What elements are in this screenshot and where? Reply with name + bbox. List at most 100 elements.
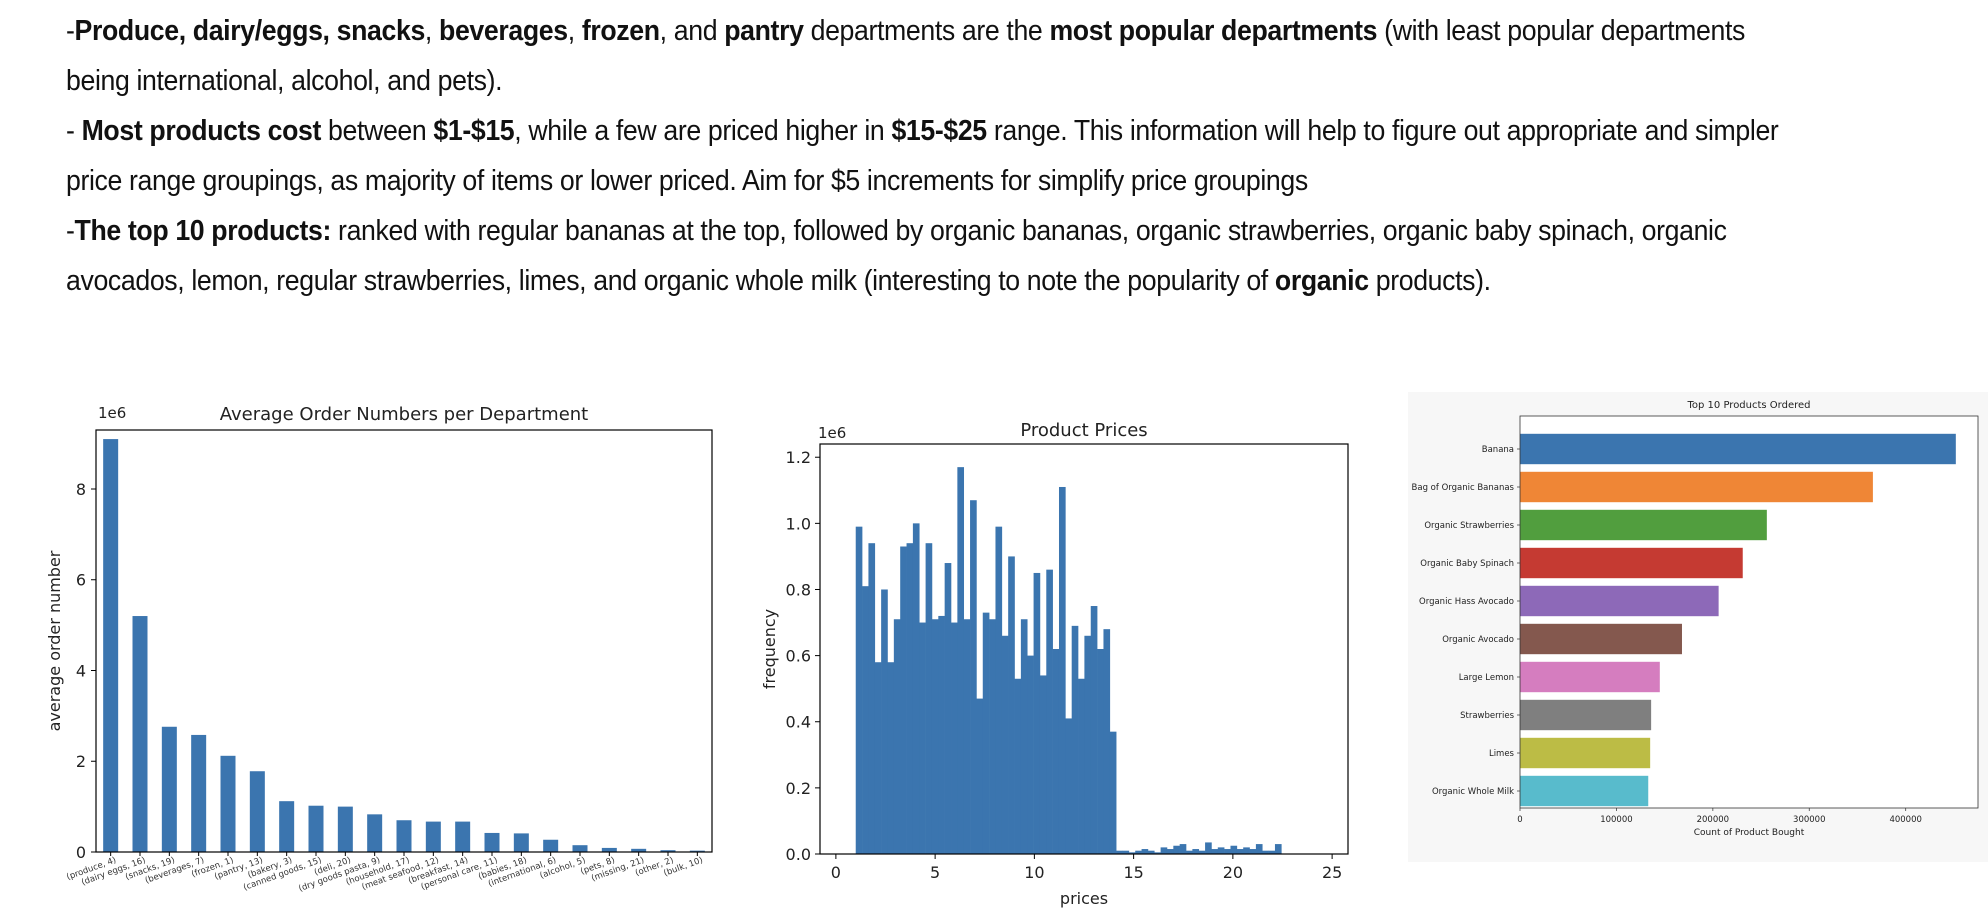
bar [220, 755, 236, 852]
x-tick-label: 5 [930, 863, 940, 882]
bar [631, 848, 647, 852]
histogram-bar [1192, 849, 1200, 854]
bar [249, 771, 265, 852]
bar [1520, 699, 1652, 731]
bar [1520, 623, 1682, 655]
histogram-bar [925, 543, 933, 854]
x-tick-label: 400000 [1889, 815, 1921, 825]
bar [455, 821, 471, 852]
histogram-bar [868, 543, 876, 854]
histogram-bar [1078, 678, 1085, 854]
histogram-bar [1084, 635, 1092, 854]
x-tick-label: 300000 [1793, 815, 1825, 825]
histogram-bar [1243, 847, 1250, 854]
histogram-bar [1211, 849, 1219, 854]
notes-text: -Produce, dairy/eggs, snacks, beverages,… [66, 6, 1796, 306]
bar [308, 805, 324, 852]
bar [1520, 585, 1719, 617]
histogram-bar [1249, 849, 1257, 854]
y-tick-label: 0 [76, 843, 86, 862]
histogram-bar [1109, 731, 1117, 854]
histogram-bar [893, 619, 901, 854]
bar [572, 845, 588, 852]
histogram-bar [1217, 847, 1225, 854]
histogram-bar [931, 619, 939, 854]
bar [103, 439, 119, 852]
y-tick-label: 0.4 [786, 713, 811, 732]
y-tick-label: Bag of Organic Bananas [1412, 483, 1515, 493]
histogram-bar [938, 615, 945, 854]
histogram-bar [951, 622, 958, 854]
histogram-bar [1255, 844, 1263, 854]
bar [1520, 737, 1651, 769]
histogram-bar [1008, 556, 1015, 854]
chart-product-prices: 0 5 10 15 20 25 0.0 0.2 0.4 0.6 0.8 1.0 1.2 Product P… [760, 420, 1349, 908]
bar [367, 814, 383, 852]
histogram-bar [1186, 850, 1193, 854]
histogram-bar [1065, 718, 1072, 854]
y-tick-label: Organic Baby Spinach [1420, 559, 1514, 569]
y-tick-label: Banana [1482, 445, 1514, 455]
bar [1520, 547, 1743, 579]
y-tick-label: Organic Whole Milk [1432, 787, 1514, 797]
histogram-bar [1262, 850, 1269, 854]
bar [279, 801, 295, 852]
x-tick-label: 20 [1223, 863, 1243, 882]
chart-title: Average Order Numbers per Department [220, 404, 588, 425]
histogram-bar [1090, 606, 1098, 854]
y-tick-label: Large Lemon [1459, 673, 1514, 683]
note-departments: -Produce, dairy/eggs, snacks, beverages,… [66, 15, 1745, 97]
bar [1520, 775, 1649, 807]
histogram-bar [862, 586, 869, 854]
histogram-bar [919, 622, 926, 854]
bar [601, 847, 617, 852]
bar [1520, 471, 1873, 503]
histogram-bar [1046, 569, 1053, 854]
y-tick-label: 4 [76, 661, 86, 680]
histogram-bar [1103, 629, 1111, 854]
histogram-bar [1224, 849, 1231, 854]
bar [396, 820, 412, 852]
histogram-bar [1097, 649, 1104, 854]
histogram-bar [1020, 619, 1028, 854]
histogram-bar [1027, 655, 1034, 854]
x-tick-label: 15 [1123, 863, 1143, 882]
x-tick-label: 0 [1517, 815, 1522, 825]
note-prices: - Most products cost between $1-$15, whi… [66, 115, 1779, 197]
histogram-bar [1147, 850, 1155, 854]
histogram-bar [1268, 850, 1276, 854]
bar [425, 821, 441, 852]
x-tick-label: 200000 [1697, 815, 1729, 825]
x-axis-label: prices [1060, 889, 1108, 908]
y-tick-label: Organic Hass Avocado [1419, 597, 1514, 607]
histogram-bar [1154, 852, 1161, 854]
histogram-bar [982, 612, 990, 854]
histogram-bar [887, 662, 895, 854]
histogram-bar [995, 526, 1003, 854]
histogram-bar [1236, 849, 1244, 854]
y-tick-label: 6 [76, 571, 86, 590]
histogram-bar [1179, 844, 1187, 854]
histogram-bar [1274, 844, 1282, 854]
bar [132, 616, 148, 852]
histogram-bar [957, 467, 965, 854]
histogram-bar [1001, 635, 1009, 854]
y-tick-label: Organic Strawberries [1424, 521, 1514, 531]
y-axis-label: frequency [760, 609, 779, 689]
histogram-bar [970, 500, 977, 854]
y-tick-label: 2 [76, 752, 86, 771]
plot-frame [95, 429, 713, 853]
histogram-bar [1014, 678, 1022, 854]
bar [337, 806, 353, 852]
x-tick-label: 25 [1322, 863, 1342, 882]
x-tick-label: 100000 [1600, 815, 1632, 825]
bar [1520, 661, 1660, 693]
bar [1520, 433, 1956, 465]
histogram-bar [912, 523, 920, 854]
x-tick-label: 10 [1024, 863, 1044, 882]
histogram-bar [881, 589, 888, 854]
y-tick-label: 0.6 [786, 647, 811, 666]
histogram-bar [1135, 850, 1142, 854]
histogram-bar [900, 546, 907, 854]
histogram-bar [1052, 649, 1060, 854]
